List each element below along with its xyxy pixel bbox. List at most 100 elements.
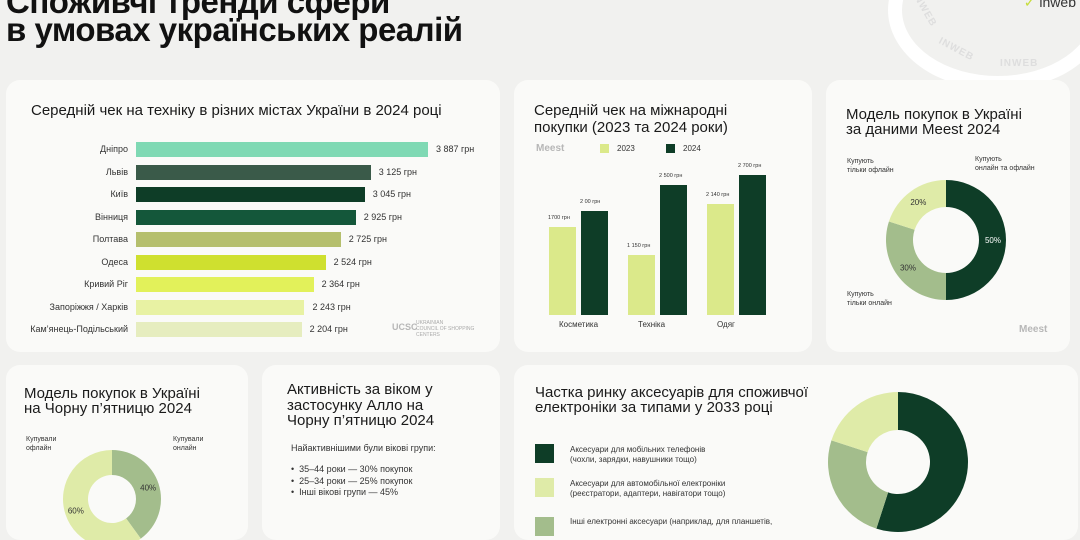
bar-value-label: 3 887 грн xyxy=(436,144,475,154)
bar xyxy=(136,322,302,337)
card-international: Середній чек на міжнародні покупки (2023… xyxy=(514,80,812,352)
allo-intro: Найактивнішими були вікові групи: xyxy=(291,443,436,453)
legend-other-line1: Інші електронні аксесуари (наприклад, дл… xyxy=(570,517,773,526)
legend-auto-line1: Аксесуари для автомобільної електроніки xyxy=(570,479,726,488)
label-online-2: тільки онлайн xyxy=(847,300,892,307)
card-black-friday: Модель покупок в Україні на Чорну п’ятни… xyxy=(6,365,248,540)
label-online-1: Купують xyxy=(847,291,874,298)
donut-chart-accessories xyxy=(828,392,968,532)
brand-ring-decoration xyxy=(888,0,1080,90)
bar-category-label: Кам’янець-Подільський xyxy=(30,324,128,334)
label-offline-2: тільки офлайн xyxy=(847,167,894,174)
donut-slice xyxy=(888,180,946,230)
allo-item-2: • 25–34 роки — 25% покупок xyxy=(291,476,413,486)
allo-item-3: • Інші вікові групи — 45% xyxy=(291,487,399,497)
bar-value-label: 2 925 грн xyxy=(363,211,402,222)
ucsc-text-2: COUNCIL OF SHOPPING xyxy=(416,326,475,332)
bar-value-label: 2 140 грн xyxy=(706,192,730,199)
card-allo-activity: Активність за віком у застосунку Алло на… xyxy=(262,365,500,540)
card-model-meest: Модель покупок в Україні за даними Meest… xyxy=(826,80,1070,352)
legend-label: 2024 xyxy=(683,144,701,153)
legend-swatch-auto xyxy=(535,478,554,497)
label-offline-2: офлайн xyxy=(26,445,52,452)
legend-auto-line2: (реєстратори, адаптери, навігатори тощо) xyxy=(570,489,726,498)
donut-slice-label: 50% xyxy=(985,236,1001,245)
bar-category-label: Вінниця xyxy=(95,211,128,222)
bar-value-label: 1700 грн xyxy=(548,214,570,221)
bar-value-label: 3 125 грн xyxy=(378,166,418,177)
bar-category-label: Техніка xyxy=(638,320,666,329)
card-title-line1: Середній чек на міжнародні xyxy=(534,102,728,119)
donut-slice xyxy=(946,180,1006,300)
card-title: Середній чек на техніку в різних містах … xyxy=(31,102,442,119)
bar xyxy=(136,254,326,270)
bar-category-label: Полтава xyxy=(92,234,128,244)
donut-chart-black-friday: 40% 60% xyxy=(63,450,161,540)
bar xyxy=(136,187,365,202)
bar-value-label: 2 243 грн xyxy=(312,301,351,312)
bar-category-label: Київ xyxy=(110,189,128,199)
allo-item-1: • 35–44 роки — 30% покупок xyxy=(291,464,413,474)
donut-slice xyxy=(828,440,889,529)
page-title-line2: в умовах українських реалій xyxy=(6,11,463,48)
bar xyxy=(136,164,371,180)
card-avg-check-cities: Середній чек на техніку в різних містах … xyxy=(6,80,500,352)
card-title-line2: на Чорну п’ятницю 2024 xyxy=(24,400,192,417)
card-title-line1: Частка ринку аксесуарів для споживчої xyxy=(535,384,809,401)
bar-value-label: 2 204 грн xyxy=(309,324,348,334)
meest-logo: Meest xyxy=(536,143,565,154)
card-title-line1: Активність за віком у xyxy=(287,381,433,398)
card-title-line2: за даними Meest 2024 xyxy=(846,121,1001,138)
bar-value-label: 2 500 грн xyxy=(659,173,683,180)
bar xyxy=(549,226,576,315)
donut-slice-label: 40% xyxy=(140,483,156,492)
bar xyxy=(628,255,655,315)
bar xyxy=(136,209,356,225)
label-online-2: онлайн xyxy=(173,445,197,452)
bar xyxy=(136,277,314,292)
donut-slice xyxy=(112,450,161,539)
bar-value-label: 2 364 грн xyxy=(321,279,360,289)
donut-slice xyxy=(63,450,141,540)
bar xyxy=(136,299,305,315)
ucsc-logo: UCSC xyxy=(392,322,418,332)
bar xyxy=(136,142,428,157)
bar-category-label: Львів xyxy=(105,166,128,177)
ring-text-3: INWEB xyxy=(1000,58,1039,69)
bar-category-label: Дніпро xyxy=(100,144,128,154)
brand-name: inweb xyxy=(1039,0,1076,10)
label-both-2: онлайн та офлайн xyxy=(975,165,1035,172)
brand-mark-icon: ✓ xyxy=(1023,0,1036,10)
bar-category-label: Одяг xyxy=(717,320,735,329)
page-title-line1: Споживчі тренди сфери xyxy=(6,0,390,20)
bar xyxy=(581,211,608,315)
label-online-1: Купували xyxy=(173,436,204,443)
bar-value-label: 2 524 грн xyxy=(333,256,372,267)
donut-slice xyxy=(831,392,898,453)
label-offline-1: Купували xyxy=(26,436,57,443)
donut-slice-label: 30% xyxy=(900,264,916,273)
card-title-line3: Чорну п’ятницю 2024 xyxy=(287,412,435,429)
donut-chart-meest: 50% 30% 20% xyxy=(886,180,1006,300)
bar-category-label: Одеса xyxy=(101,256,128,267)
legend-mobile-line2: (чохли, зарядки, навушники тощо) xyxy=(570,455,697,464)
donut-slice xyxy=(876,392,968,532)
legend-swatch xyxy=(600,144,609,153)
ucsc-text-3: CENTERS xyxy=(416,332,440,338)
card-title-line2: електроніки за типами у 2033 році xyxy=(535,399,773,416)
bar-value-label: 2 725 грн xyxy=(348,234,387,244)
legend-mobile-line1: Аксесуари для мобільних телефонів xyxy=(570,445,706,454)
brand-logo: ✓ inweb xyxy=(1024,0,1076,11)
donut-slice xyxy=(886,221,946,300)
card-title-line2: покупки (2023 та 2024 роки) xyxy=(534,119,728,136)
meest-logo: Meest xyxy=(1019,324,1048,335)
card-title-line2: застосунку Алло на xyxy=(287,397,424,414)
bar-value-label: 1 150 грн xyxy=(627,243,651,250)
bar-category-label: Кривий Ріг xyxy=(84,279,128,289)
card-title-line1: Модель покупок в Україні xyxy=(24,385,200,402)
legend-swatch xyxy=(666,144,675,153)
bar-value-label: 3 045 грн xyxy=(372,189,412,199)
label-offline-1: Купують xyxy=(847,158,874,165)
bar xyxy=(707,204,734,315)
donut-slice-label: 60% xyxy=(68,507,84,516)
